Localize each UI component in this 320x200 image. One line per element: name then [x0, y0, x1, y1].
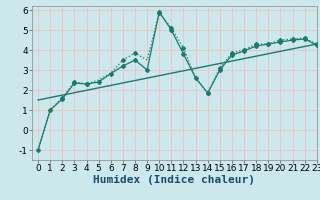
- X-axis label: Humidex (Indice chaleur): Humidex (Indice chaleur): [93, 175, 255, 185]
